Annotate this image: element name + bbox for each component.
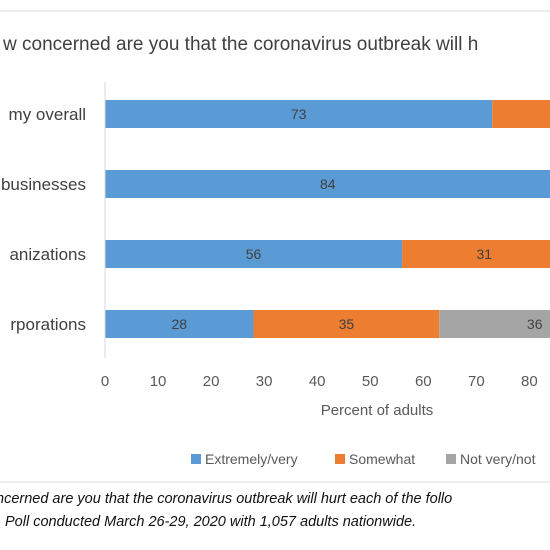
- caption-line-1: ncerned are you that the coronavirus out…: [0, 491, 453, 507]
- bar-segment: [253, 310, 440, 338]
- chart-title: w concerned are you that the coronavirus…: [2, 34, 478, 55]
- legend-swatch: [335, 454, 345, 464]
- legend-swatch: [446, 454, 456, 464]
- plot-area: my overall 73 businesses 84 anizations 56 31 rp…: [1, 100, 550, 338]
- bar-segment: [105, 240, 403, 268]
- data-label: 36: [527, 316, 543, 332]
- bar-segment: [105, 100, 493, 128]
- legend-swatch: [191, 454, 201, 464]
- x-axis-tick-labels: 0 10 20 30 40 50 60 70 80: [101, 373, 538, 390]
- bar-segment: [439, 310, 550, 338]
- legend-label: Somewhat: [349, 451, 415, 467]
- data-label: 56: [246, 246, 262, 262]
- category-label: rporations: [10, 315, 86, 334]
- x-tick-label: 70: [468, 373, 485, 390]
- x-tick-label: 60: [415, 373, 432, 390]
- data-label: 28: [171, 316, 187, 332]
- x-tick-label: 50: [362, 373, 379, 390]
- category-label: businesses: [1, 175, 86, 194]
- data-label: 35: [339, 316, 355, 332]
- legend-label: Extremely/very: [205, 451, 298, 467]
- data-label: 31: [477, 246, 493, 262]
- category-label: anizations: [9, 245, 86, 264]
- caption-line-2: Poll conducted March 26-29, 2020 with 1,…: [5, 514, 417, 530]
- bar-segment: [105, 170, 550, 198]
- x-tick-label: 80: [521, 373, 538, 390]
- category-label: my overall: [9, 105, 86, 124]
- x-tick-label: 0: [101, 373, 109, 390]
- x-tick-label: 10: [150, 373, 167, 390]
- bar-segment: [105, 310, 254, 338]
- legend-label: Not very/not: [460, 451, 536, 467]
- legend: Extremely/very Somewhat Not very/not: [191, 451, 536, 467]
- x-axis-title: Percent of adults: [321, 402, 434, 419]
- x-tick-label: 40: [309, 373, 326, 390]
- bar-segment: [492, 100, 550, 128]
- data-label: 73: [291, 106, 307, 122]
- x-tick-label: 30: [256, 373, 273, 390]
- bar-segment: [402, 240, 550, 268]
- data-label: 84: [320, 176, 336, 192]
- x-tick-label: 20: [203, 373, 220, 390]
